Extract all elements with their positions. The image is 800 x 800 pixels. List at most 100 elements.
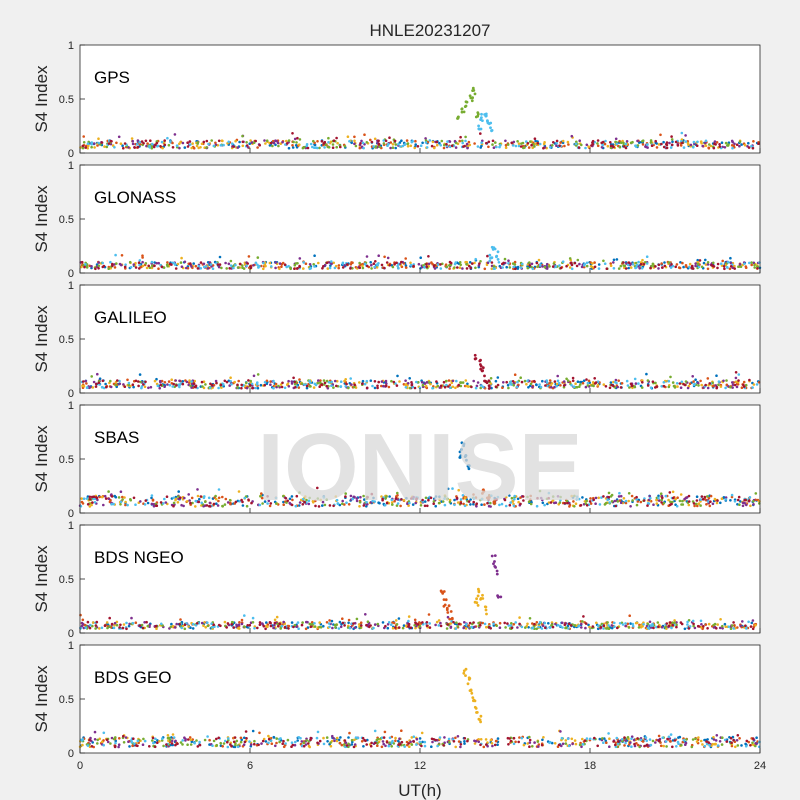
data-point [105, 621, 109, 624]
data-point [435, 140, 439, 144]
data-point [291, 144, 294, 147]
data-point [200, 501, 203, 505]
data-point [365, 255, 369, 258]
data-point [660, 625, 664, 629]
data-point [597, 496, 600, 500]
data-point [237, 627, 240, 630]
data-point [241, 504, 245, 507]
data-point [692, 622, 695, 626]
data-point [116, 379, 119, 382]
data-point [696, 140, 699, 144]
data-point [155, 261, 158, 265]
data-point [190, 380, 193, 383]
data-point [212, 623, 215, 626]
data-point [585, 378, 588, 381]
data-point [723, 267, 726, 271]
data-point [326, 386, 330, 390]
data-point [658, 739, 661, 743]
data-point [638, 267, 641, 270]
data-point [559, 266, 563, 270]
data-point [273, 618, 277, 622]
data-point [697, 265, 701, 269]
data-point [753, 266, 756, 269]
data-point [747, 620, 750, 624]
data-point [490, 261, 494, 264]
data-point [117, 745, 120, 749]
data-point [566, 140, 570, 144]
data-point [245, 264, 248, 268]
data-point [163, 385, 166, 389]
data-point [431, 386, 434, 390]
data-point [655, 142, 658, 145]
data-point [451, 379, 455, 383]
event-point [487, 387, 491, 390]
data-point [646, 143, 649, 146]
data-point [196, 488, 199, 491]
data-point [393, 262, 397, 266]
data-point [447, 385, 450, 388]
data-point [140, 140, 144, 143]
data-point [518, 736, 521, 739]
data-point [239, 736, 243, 740]
data-point [716, 262, 720, 266]
data-point [186, 743, 189, 746]
data-point [618, 622, 622, 625]
data-point [127, 624, 131, 628]
data-point [533, 145, 536, 148]
data-point [699, 504, 702, 507]
data-point [684, 134, 687, 137]
data-point [733, 142, 736, 146]
data-point [447, 379, 451, 382]
data-point [416, 145, 420, 148]
data-point [561, 260, 565, 264]
data-point [610, 624, 614, 627]
data-point [230, 383, 233, 386]
data-point [229, 259, 233, 263]
data-point [749, 625, 753, 628]
data-point [588, 500, 592, 503]
data-point [329, 744, 333, 748]
data-point [160, 265, 164, 269]
plot-area [80, 645, 760, 753]
data-point [331, 146, 335, 149]
data-point [637, 260, 640, 264]
data-point [326, 267, 330, 270]
data-point [175, 384, 178, 387]
data-point [256, 373, 260, 376]
data-point [609, 264, 613, 268]
data-point [419, 144, 423, 147]
data-point [501, 266, 505, 269]
data-point [479, 743, 482, 747]
data-point [126, 503, 129, 507]
data-point [466, 146, 469, 150]
data-point [214, 141, 217, 145]
data-point [409, 626, 413, 629]
data-point [736, 498, 740, 502]
data-point [716, 499, 719, 502]
data-point [613, 621, 616, 625]
data-point [622, 141, 625, 145]
data-point [148, 266, 152, 270]
data-point [543, 265, 547, 269]
data-point [365, 623, 368, 627]
data-point [353, 743, 357, 746]
data-point [451, 385, 455, 389]
data-point [430, 261, 433, 264]
data-point [646, 146, 649, 149]
y-axis-label: S4 Index [32, 545, 51, 613]
data-point [296, 262, 299, 265]
data-point [373, 386, 377, 390]
data-point [376, 386, 379, 390]
data-point [249, 139, 252, 142]
data-point [711, 264, 715, 268]
data-point [695, 740, 699, 743]
data-point [562, 384, 566, 387]
data-point [454, 745, 458, 749]
data-point [165, 263, 169, 267]
data-point [442, 146, 446, 150]
data-point [701, 144, 704, 148]
data-point [474, 257, 478, 261]
data-point [661, 496, 664, 500]
data-point [630, 737, 633, 740]
data-point [542, 736, 545, 739]
